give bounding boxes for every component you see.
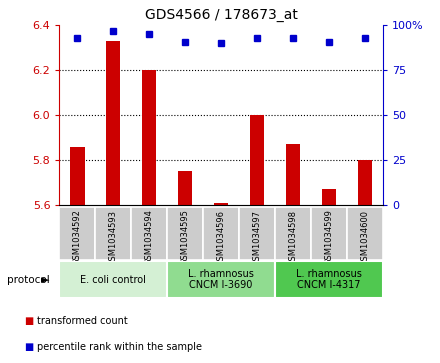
Bar	[131, 207, 167, 260]
Bar	[250, 115, 264, 205]
Text: GSM1034594: GSM1034594	[145, 209, 154, 265]
Bar	[106, 41, 121, 205]
Bar	[59, 207, 95, 260]
Text: E. coli control: E. coli control	[81, 274, 146, 285]
Text: L. rhamnosus
CNCM I-4317: L. rhamnosus CNCM I-4317	[296, 269, 362, 290]
Text: GSM1034596: GSM1034596	[216, 209, 226, 266]
Bar	[178, 171, 192, 205]
Bar	[275, 207, 311, 260]
Bar	[311, 207, 347, 260]
Bar	[167, 207, 203, 260]
Bar	[70, 147, 84, 205]
Text: L. rhamnosus
CNCM I-3690: L. rhamnosus CNCM I-3690	[188, 269, 254, 290]
Bar	[142, 70, 157, 205]
Title: GDS4566 / 178673_at: GDS4566 / 178673_at	[145, 8, 297, 22]
Bar	[203, 207, 239, 260]
Bar	[214, 203, 228, 205]
Text: GSM1034598: GSM1034598	[289, 209, 297, 266]
Bar	[347, 207, 383, 260]
Text: protocol: protocol	[7, 275, 49, 285]
Text: GSM1034599: GSM1034599	[324, 209, 334, 265]
Bar	[95, 207, 131, 260]
Text: GSM1034595: GSM1034595	[181, 209, 190, 265]
Bar	[322, 189, 336, 205]
Bar	[59, 261, 167, 298]
Text: ►: ►	[41, 275, 49, 285]
Bar	[286, 144, 300, 205]
Bar	[358, 160, 372, 205]
Text: ■: ■	[24, 316, 33, 326]
Text: percentile rank within the sample: percentile rank within the sample	[37, 342, 202, 352]
Text: GSM1034600: GSM1034600	[360, 209, 369, 266]
Text: GSM1034592: GSM1034592	[73, 209, 82, 265]
Bar	[167, 261, 275, 298]
Text: transformed count: transformed count	[37, 316, 128, 326]
Bar	[275, 261, 383, 298]
Text: ■: ■	[24, 342, 33, 352]
Text: GSM1034593: GSM1034593	[109, 209, 118, 266]
Bar	[239, 207, 275, 260]
Text: GSM1034597: GSM1034597	[253, 209, 261, 266]
